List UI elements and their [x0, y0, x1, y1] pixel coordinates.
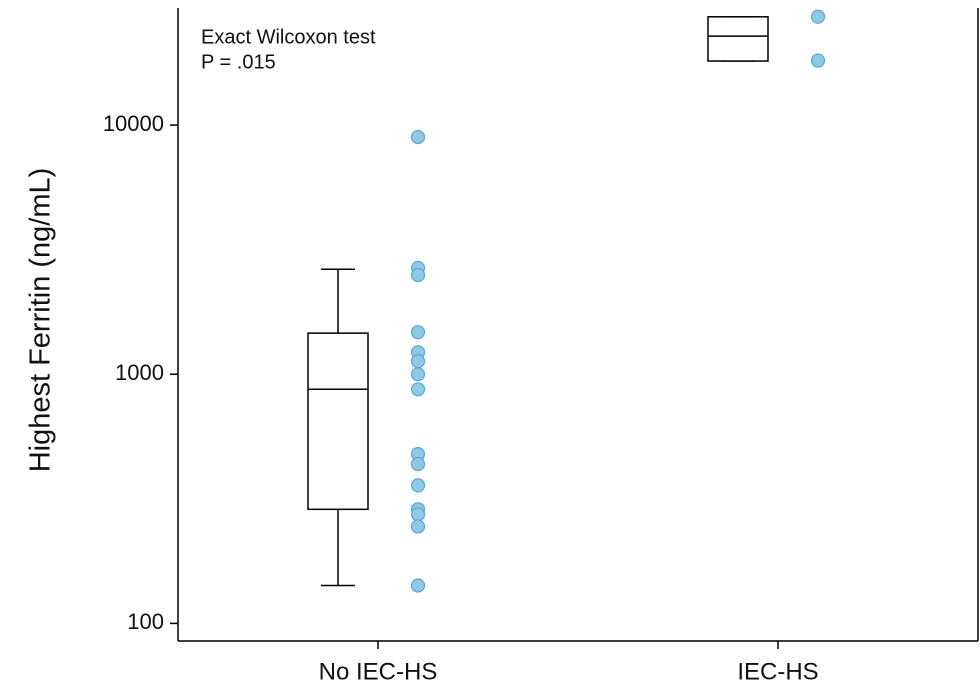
- point: [410, 456, 426, 472]
- point: [410, 354, 426, 369]
- x-tick-label: IEC-HS: [737, 658, 818, 685]
- annotation: Exact Wilcoxon test: [201, 26, 376, 48]
- y-axis-label: Highest Ferritin (ng/mL): [25, 168, 57, 473]
- point: [410, 578, 426, 593]
- point: [410, 129, 426, 145]
- point: [410, 478, 426, 493]
- annotation: P = .015: [201, 51, 276, 73]
- y-tick-label: 100: [127, 609, 164, 634]
- box: [307, 332, 369, 511]
- y-tick-label: 10000: [103, 111, 164, 136]
- point: [410, 367, 426, 382]
- point: [810, 9, 826, 24]
- x-tick-label: No IEC-HS: [319, 658, 438, 685]
- point: [410, 382, 426, 397]
- box: [707, 16, 769, 62]
- point: [410, 507, 426, 522]
- point: [810, 53, 826, 68]
- point: [410, 519, 426, 534]
- point: [410, 325, 426, 340]
- point: [410, 267, 426, 283]
- y-tick-label: 1000: [115, 360, 164, 385]
